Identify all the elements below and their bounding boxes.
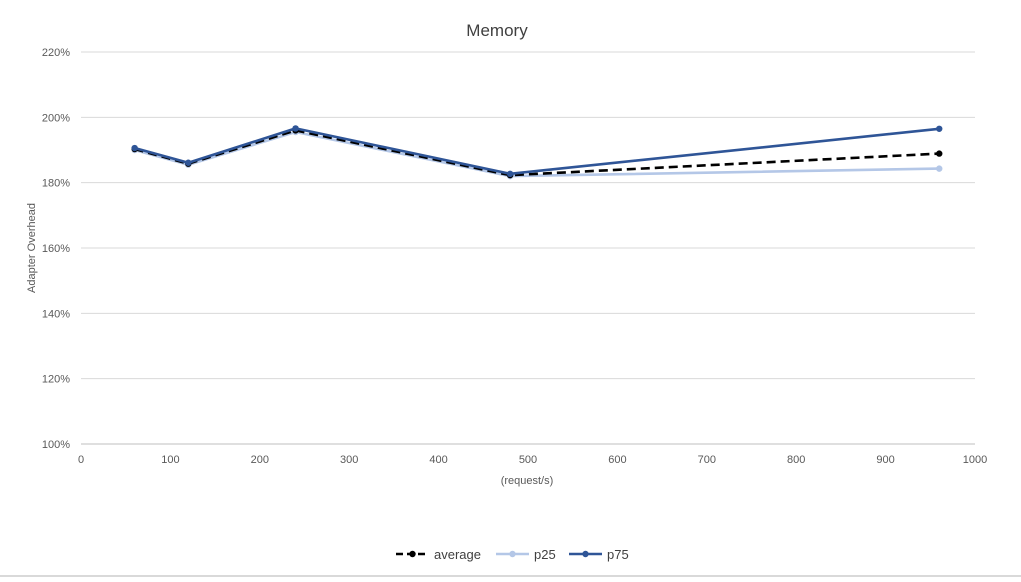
legend-marker-average: [409, 550, 416, 558]
series-line-p25: [134, 130, 940, 178]
x-tick-label: 600: [608, 454, 626, 466]
y-tick-label: 220%: [42, 47, 70, 59]
data-point-p25: [936, 165, 943, 172]
x-tick-label: 100: [161, 454, 179, 466]
y-axis-title: Adapter Overhead: [26, 203, 38, 293]
chart-title: Memory: [466, 21, 528, 40]
data-point-p75: [936, 125, 943, 132]
data-point-p75: [292, 125, 299, 132]
legend-label-p25: p25: [534, 547, 556, 562]
x-tick-label: 800: [787, 454, 805, 466]
data-point-p75: [131, 144, 138, 152]
x-axis-title: (request/s): [501, 475, 554, 487]
x-tick-label: 0: [78, 454, 84, 466]
legend-marker-p25: [509, 550, 516, 558]
series-lines: [131, 125, 943, 180]
x-axis-ticks: 0 100 200 300 400 500 600 700 800 900 1000: [78, 454, 987, 466]
y-tick-label: 160%: [42, 243, 70, 255]
x-tick-label: 1000: [963, 454, 987, 466]
y-tick-label: 120%: [42, 374, 70, 386]
y-tick-label: 100%: [42, 439, 70, 451]
legend-marker-p75: [582, 550, 589, 558]
x-tick-label: 500: [519, 454, 537, 466]
bottom-divider: [0, 575, 1021, 577]
y-tick-label: 180%: [42, 178, 70, 190]
data-point-average: [936, 150, 943, 157]
legend-label-p75: p75: [607, 547, 629, 562]
legend-label-average: average: [434, 547, 481, 562]
y-axis-ticks: 100% 120% 140% 160% 180% 200% 220%: [42, 47, 70, 451]
legend: average p25 p75: [396, 547, 629, 562]
y-tick-label: 140%: [42, 308, 70, 320]
x-tick-label: 200: [251, 454, 269, 466]
data-point-p75: [506, 170, 514, 178]
series-line-average: [134, 129, 940, 177]
x-tick-label: 700: [698, 454, 716, 466]
y-tick-label: 200%: [42, 112, 70, 124]
data-point-p75: [185, 159, 192, 166]
x-tick-label: 900: [876, 454, 894, 466]
x-tick-label: 300: [340, 454, 358, 466]
x-tick-label: 400: [429, 454, 447, 466]
series-line-p75: [134, 127, 940, 176]
gridlines: [81, 51, 975, 445]
